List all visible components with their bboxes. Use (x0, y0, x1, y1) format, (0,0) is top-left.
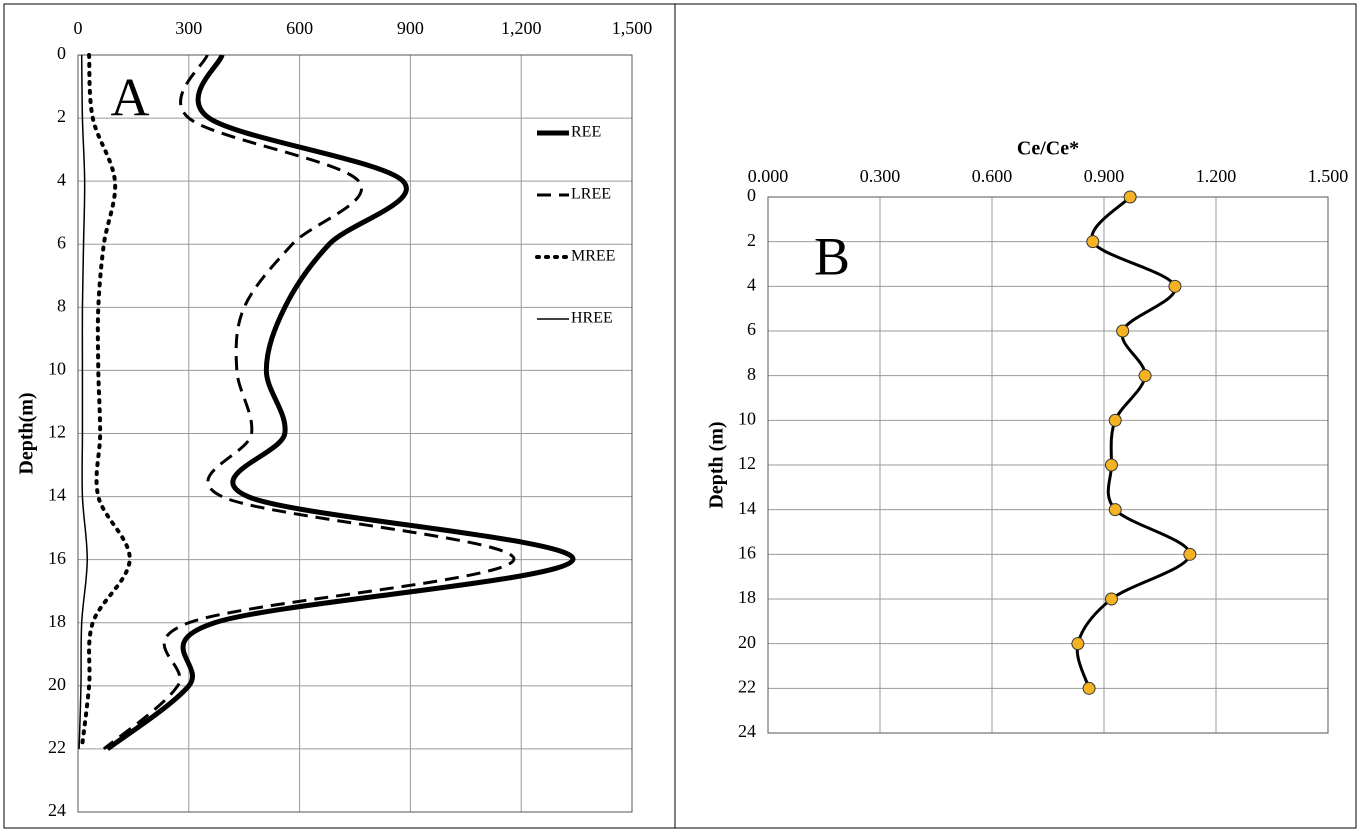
data-point (1071, 637, 1085, 651)
series-line (1075, 195, 1192, 689)
y-tick-label: 18 (738, 587, 756, 607)
x-tick-label: 1,500 (612, 18, 653, 38)
legend-label: REE (571, 124, 601, 141)
y-tick-label: 22 (738, 676, 756, 696)
y-tick-label: 4 (747, 274, 756, 294)
x-tick-label: 1,200 (501, 18, 542, 38)
x-tick-label: 0.300 (860, 166, 901, 186)
x-tick-label: 0.000 (748, 166, 789, 186)
y-tick-label: 20 (738, 632, 756, 652)
x-tick-label: 300 (175, 18, 202, 38)
y-tick-label: 2 (57, 106, 66, 126)
y-tick-label: 4 (57, 169, 66, 189)
x-tick-label: 0.900 (1084, 166, 1125, 186)
y-tick-label: 18 (48, 611, 66, 631)
y-tick-label: 10 (738, 408, 756, 428)
x-tick-label: 1.200 (1196, 166, 1237, 186)
legend-label: HREE (571, 310, 613, 327)
x-tick-label: 1.500 (1308, 166, 1349, 186)
data-point (1108, 413, 1122, 427)
data-point (1104, 592, 1118, 606)
plot-frame (767, 196, 1329, 734)
y-tick-label: 16 (48, 548, 66, 568)
data-point (1108, 503, 1122, 517)
legend-label: LREE (571, 186, 611, 203)
y-tick-label: 14 (738, 498, 756, 518)
x-tick-label: 600 (286, 18, 313, 38)
series-line (106, 53, 576, 751)
data-point (1116, 324, 1130, 338)
y-tick-label: 12 (48, 422, 66, 442)
y-tick-label: 8 (747, 364, 756, 384)
series-line (79, 53, 132, 751)
data-point (1183, 547, 1197, 561)
figure-frame (3, 3, 1357, 829)
y-tick-label: 12 (738, 453, 756, 473)
data-point (1086, 235, 1100, 249)
series-line (78, 54, 88, 749)
x-tick-label: 900 (397, 18, 424, 38)
y-tick-label: 14 (48, 485, 66, 505)
data-point (1168, 279, 1182, 293)
panel-letter: A (111, 67, 150, 127)
y-tick-label: 2 (747, 230, 756, 250)
y-tick-label: 0 (57, 43, 66, 63)
y-tick-label: 22 (48, 737, 66, 757)
series-line (102, 54, 516, 751)
legend-label: MREE (571, 248, 615, 265)
data-point (1104, 458, 1118, 472)
y-axis-label: Depth (m) (706, 421, 728, 508)
data-point (1123, 190, 1137, 204)
plot-frame (77, 54, 633, 813)
y-tick-label: 6 (747, 319, 756, 339)
y-tick-label: 16 (738, 542, 756, 562)
y-tick-label: 10 (48, 359, 66, 379)
data-point (1082, 681, 1096, 695)
y-tick-label: 20 (48, 674, 66, 694)
y-axis-label: Depth(m) (16, 392, 38, 474)
panel-letter: B (814, 226, 850, 286)
axis-title: Ce/Ce* (1017, 138, 1079, 160)
data-point (1138, 369, 1152, 383)
y-tick-label: 24 (738, 721, 756, 741)
x-tick-label: 0.600 (972, 166, 1013, 186)
y-tick-label: 24 (48, 800, 66, 820)
x-tick-label: 0 (74, 18, 83, 38)
y-tick-label: 8 (57, 295, 66, 315)
y-tick-label: 0 (747, 185, 756, 205)
y-tick-label: 6 (57, 232, 66, 252)
